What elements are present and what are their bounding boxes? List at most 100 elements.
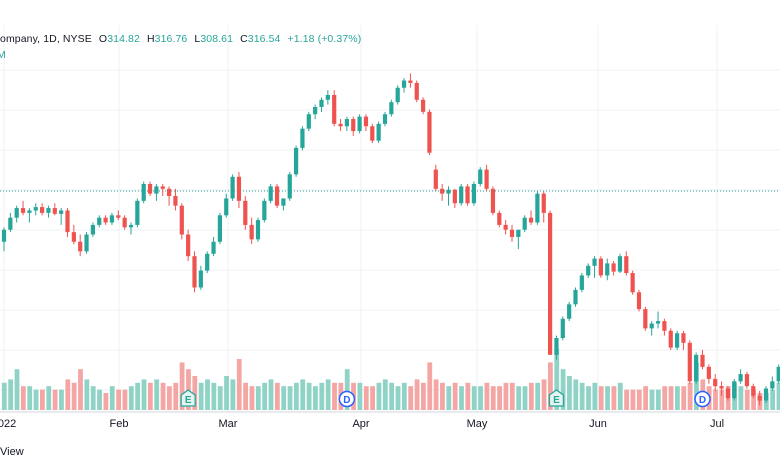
volume-bar xyxy=(46,386,52,410)
earnings-marker[interactable]: E xyxy=(548,389,565,407)
candle xyxy=(224,193,229,218)
candle xyxy=(160,184,165,197)
candle xyxy=(471,181,476,206)
volume-bar xyxy=(167,386,172,410)
candle xyxy=(370,123,375,144)
candle xyxy=(128,222,134,235)
time-axis-label: May xyxy=(467,418,488,430)
candle-body xyxy=(192,256,197,288)
volume-bar xyxy=(744,389,750,410)
candles xyxy=(1,73,780,406)
volume-bar xyxy=(586,386,591,410)
dividend-marker[interactable]: D xyxy=(338,390,356,408)
candle xyxy=(141,181,146,204)
candle-body xyxy=(560,318,565,338)
candle xyxy=(751,383,756,399)
candle-body xyxy=(262,200,267,221)
candle xyxy=(281,198,286,211)
candle-body xyxy=(497,212,502,225)
candle-body xyxy=(459,186,464,204)
volume-bar xyxy=(325,379,331,410)
legend-symbol: ompany, 1D, NYSE xyxy=(0,33,92,45)
candle xyxy=(630,270,635,295)
candle xyxy=(20,200,26,216)
candle-body xyxy=(694,354,699,382)
earnings-marker[interactable]: E xyxy=(180,389,196,407)
candle xyxy=(592,256,597,278)
volume-bar xyxy=(90,386,96,410)
volume-bar xyxy=(8,379,14,410)
volume-bar xyxy=(382,379,388,410)
candle xyxy=(484,164,489,192)
volume-bar xyxy=(713,389,718,410)
candle-body xyxy=(128,224,134,228)
candle xyxy=(332,90,337,127)
candle-body xyxy=(605,263,610,276)
candle-body xyxy=(744,374,750,387)
candle xyxy=(186,229,191,261)
volume-bar xyxy=(255,386,261,410)
volume-bar xyxy=(433,379,439,410)
volume-bar xyxy=(617,382,623,410)
volume-bar xyxy=(522,386,528,410)
volume-bar xyxy=(14,369,20,410)
volume-bar xyxy=(243,382,248,410)
volume-bar xyxy=(217,386,223,410)
candle xyxy=(617,253,623,274)
volume-bar xyxy=(52,389,58,410)
candle xyxy=(662,318,667,336)
candle xyxy=(211,236,216,257)
candle-body xyxy=(160,186,165,189)
volume-bar xyxy=(376,382,382,410)
candle xyxy=(668,328,673,351)
legend-close-label: C xyxy=(240,33,248,45)
candle xyxy=(459,184,464,206)
candle-body xyxy=(611,263,616,272)
candle xyxy=(268,184,273,204)
candle-body xyxy=(427,111,432,153)
candle-body xyxy=(332,94,337,124)
candle-body xyxy=(90,224,95,235)
volume-bar xyxy=(84,379,90,410)
volume-bar xyxy=(27,386,33,410)
bottom-view-text[interactable]: View xyxy=(0,446,24,458)
volume-bar xyxy=(71,382,77,410)
candle xyxy=(357,114,362,134)
candle-body xyxy=(325,94,330,100)
volume-bar xyxy=(662,386,668,410)
volume-bar xyxy=(681,386,687,410)
volume-bar xyxy=(97,389,102,410)
candle xyxy=(255,217,261,242)
candle-body xyxy=(230,176,235,199)
volume-bar xyxy=(490,386,496,410)
candle xyxy=(681,330,686,351)
candle xyxy=(497,210,502,228)
candle xyxy=(147,181,153,197)
candle-body xyxy=(274,186,280,206)
candle-body xyxy=(71,232,76,242)
volume-bar xyxy=(421,382,426,410)
candle xyxy=(325,90,330,105)
candle xyxy=(167,186,172,206)
candle-body xyxy=(306,114,311,129)
candle-body xyxy=(167,188,172,197)
volume-bar xyxy=(192,376,198,410)
candle-body xyxy=(528,217,534,223)
volume-bar xyxy=(471,386,477,410)
candle-body xyxy=(636,292,642,310)
volume-bar xyxy=(173,382,179,410)
candle xyxy=(408,73,413,88)
candle xyxy=(1,227,7,252)
dividend-marker[interactable]: D xyxy=(694,390,711,408)
volume-bar xyxy=(33,389,39,410)
candle xyxy=(8,212,13,233)
candle xyxy=(103,215,108,225)
volume-bar xyxy=(630,389,636,410)
candle xyxy=(90,222,95,237)
volume-bar xyxy=(649,389,655,410)
candle-body xyxy=(281,198,286,206)
candle xyxy=(59,208,64,225)
candle xyxy=(109,212,115,225)
